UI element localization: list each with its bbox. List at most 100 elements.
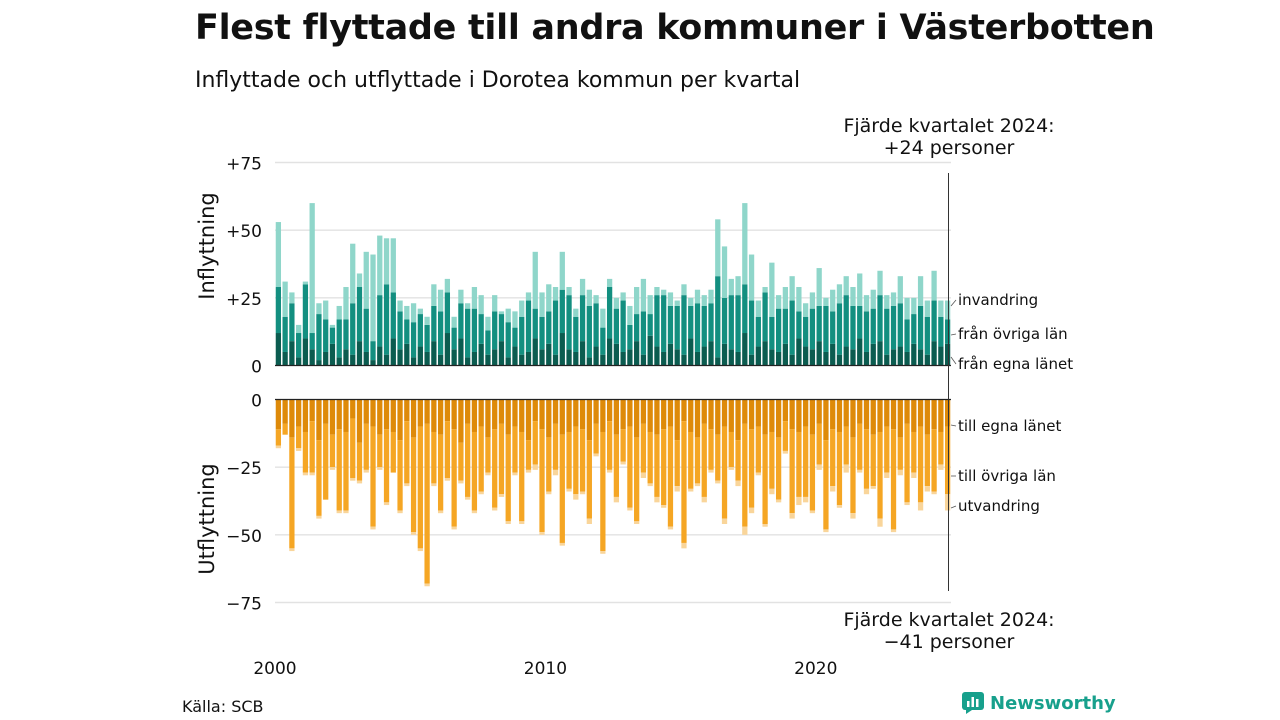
- bar-segment: [647, 431, 653, 484]
- bar-segment: [404, 421, 410, 484]
- bar-segment: [437, 434, 444, 511]
- bar-segment: [397, 510, 403, 514]
- bar-segment: [789, 354, 795, 366]
- bar-segment: [309, 421, 315, 473]
- bar-segment: [674, 399, 680, 441]
- bar-segment: [796, 287, 802, 312]
- bar-segment: [451, 526, 457, 530]
- bar-segment: [350, 477, 356, 481]
- bar-segment: [417, 426, 423, 549]
- bar-segment: [431, 341, 437, 366]
- bar-segment: [742, 333, 748, 366]
- bar-segment: [350, 243, 356, 304]
- bar-segment: [884, 399, 890, 427]
- bar-segment: [647, 335, 653, 366]
- bar-segment: [877, 295, 883, 342]
- bar-segment: [505, 434, 511, 522]
- brand-name: Newsworthy: [990, 692, 1116, 714]
- label-connector: [950, 356, 957, 365]
- bar-segment: [850, 287, 856, 306]
- bar-segment: [383, 238, 390, 285]
- bar-segment: [694, 289, 701, 304]
- bar-segment: [302, 281, 309, 285]
- bar-segment: [890, 305, 897, 350]
- bar-segment: [336, 399, 342, 430]
- bar-segment: [661, 295, 667, 352]
- bar-segment: [390, 431, 396, 473]
- bar-segment: [437, 399, 444, 435]
- bar-segment: [498, 311, 505, 315]
- bar-segment: [350, 418, 356, 478]
- chart-subtitle: Inflyttade och utflyttade i Dorotea komm…: [195, 68, 801, 93]
- bar-segment: [552, 469, 559, 476]
- bar-segment: [356, 480, 363, 484]
- bar-segment: [715, 434, 721, 481]
- bar-segment: [302, 431, 309, 473]
- bar-segment: [857, 273, 863, 306]
- bar-segment: [634, 399, 640, 438]
- bar-segment: [593, 295, 599, 304]
- bar-segment: [282, 399, 288, 424]
- bar-segment: [377, 235, 383, 296]
- bar-segment: [715, 276, 721, 358]
- bar-segment: [742, 526, 748, 535]
- bar-segment: [647, 483, 653, 487]
- bar-segment: [431, 284, 437, 306]
- bar-segment: [316, 314, 322, 361]
- bar-segment: [843, 464, 849, 473]
- bar-segment: [579, 429, 586, 492]
- bar-segment: [532, 251, 538, 309]
- bar-segment: [370, 360, 376, 366]
- brand-logo[interactable]: Newsworthy: [962, 692, 1116, 714]
- bar-segment: [512, 327, 518, 347]
- bar-segment: [424, 583, 430, 587]
- bar-segment: [715, 357, 721, 366]
- bar-segment: [606, 338, 613, 366]
- bar-segment: [762, 341, 768, 366]
- bar-segment: [917, 349, 924, 366]
- bar-segment: [404, 399, 410, 422]
- bar-segment: [789, 513, 795, 519]
- bar-segment: [877, 399, 883, 432]
- bar-segment: [857, 399, 863, 424]
- bar-segment: [843, 426, 849, 465]
- bar-segment: [309, 399, 315, 422]
- bar-segment: [613, 297, 620, 309]
- bar-segment: [417, 346, 423, 366]
- bar-segment: [525, 300, 532, 352]
- bar-segment: [816, 268, 822, 306]
- bar-segment: [600, 308, 606, 328]
- bar-segment: [275, 333, 282, 366]
- bar-segment: [613, 308, 620, 344]
- bar-segment: [485, 399, 491, 438]
- bar-segment: [404, 343, 410, 366]
- bar-segment: [694, 399, 701, 438]
- bar-segment: [444, 278, 451, 293]
- bar-segment: [431, 431, 437, 484]
- bar-segment: [944, 300, 951, 320]
- bar-segment: [688, 297, 694, 306]
- bar-segment: [289, 341, 295, 366]
- bar-segment: [735, 276, 741, 296]
- bar-segment: [370, 426, 376, 527]
- y-tick-label: +75: [226, 155, 262, 175]
- bar-segment: [498, 399, 505, 424]
- bar-segment: [863, 488, 870, 495]
- bar-segment: [701, 295, 707, 306]
- bar-segment: [424, 423, 430, 584]
- series-label: till egna länet: [958, 417, 1061, 435]
- bar-segment: [634, 521, 640, 525]
- bar-segment: [275, 222, 282, 288]
- quarter-annotation: Fjärde kvartalet 2024:: [843, 609, 1054, 631]
- bar-segment: [735, 351, 741, 366]
- bar-segment: [552, 287, 559, 301]
- bar-segment: [857, 305, 863, 339]
- bar-segment: [924, 316, 930, 355]
- bar-segment: [884, 472, 890, 478]
- bar-segment: [755, 472, 761, 476]
- bar-segment: [640, 399, 647, 424]
- bar-segment: [775, 308, 782, 352]
- bar-segment: [579, 278, 586, 296]
- bar-segment: [809, 308, 816, 350]
